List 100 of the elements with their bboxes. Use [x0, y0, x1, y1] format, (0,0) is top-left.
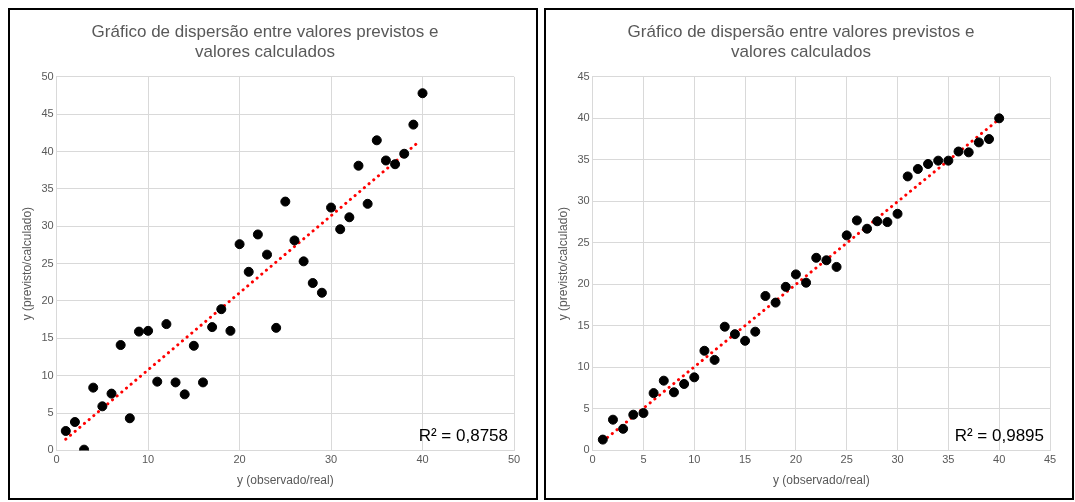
- point: [648, 388, 659, 399]
- y-tick-label: 5: [47, 406, 54, 419]
- annotation: R² = 0,8758: [418, 425, 508, 445]
- x-tick-label: 20: [789, 453, 803, 466]
- point: [923, 158, 934, 169]
- y-tick-label: 10: [577, 360, 590, 373]
- point: [390, 159, 401, 170]
- point: [699, 345, 710, 356]
- point: [152, 376, 163, 387]
- point: [225, 325, 236, 336]
- x-tick-label: 5: [640, 453, 647, 466]
- y-tick-label: 25: [577, 235, 590, 248]
- x-tick-label: 40: [993, 453, 1006, 466]
- point: [371, 135, 382, 146]
- point: [638, 408, 649, 419]
- point: [953, 146, 964, 157]
- x-tick-label: 30: [891, 453, 904, 466]
- point: [801, 277, 812, 288]
- point: [750, 326, 761, 337]
- point: [69, 417, 80, 428]
- x-tick-label: 45: [1043, 453, 1057, 466]
- point: [740, 335, 751, 346]
- point: [973, 137, 984, 148]
- point: [628, 409, 639, 420]
- x-tick-label: 20: [233, 453, 246, 466]
- point: [770, 297, 781, 308]
- point: [307, 278, 318, 289]
- point: [289, 235, 300, 246]
- y-tick-label: 0: [47, 443, 54, 456]
- y-axis-title: y (previsto/calculado): [555, 206, 570, 321]
- point: [912, 163, 923, 174]
- y-tick-label: 35: [41, 181, 54, 194]
- point: [97, 401, 108, 412]
- point: [252, 229, 263, 240]
- y-tick-label: 10: [41, 368, 54, 381]
- point: [729, 329, 740, 340]
- y-tick-label: 45: [41, 107, 54, 120]
- point: [60, 425, 71, 436]
- point: [353, 160, 364, 171]
- point: [408, 119, 419, 130]
- point: [362, 198, 373, 209]
- y-tick-label: 15: [41, 331, 54, 344]
- point: [179, 389, 190, 400]
- point: [709, 354, 720, 365]
- point: [133, 326, 144, 337]
- chart-title: Gráfico de dispersão entre valores previstos e valores calculados: [91, 21, 439, 62]
- point: [115, 340, 126, 351]
- point: [668, 387, 679, 398]
- point: [811, 252, 822, 263]
- point: [344, 212, 355, 223]
- y-axis-title: y (previsto/calculado): [19, 206, 34, 321]
- x-tick-label: 35: [942, 453, 955, 466]
- chart-title: Gráfico de dispersão entre valores previstos e valores calculados: [627, 21, 975, 62]
- point: [841, 230, 852, 241]
- y-tick-label: 15: [577, 318, 590, 331]
- y-tick-label: 45: [577, 69, 590, 82]
- y-tick-label: 25: [41, 256, 54, 269]
- point: [271, 322, 282, 333]
- annotation: R² = 0,9895: [954, 425, 1044, 445]
- point: [597, 434, 608, 445]
- x-axis-title: y (observado/real): [772, 473, 870, 488]
- point: [933, 155, 944, 166]
- point: [882, 217, 893, 228]
- point: [679, 378, 690, 389]
- point: [790, 269, 801, 280]
- y-tick-label: 35: [577, 152, 590, 165]
- point: [658, 375, 669, 386]
- y-tick-label: 5: [583, 401, 590, 414]
- point: [280, 196, 291, 207]
- y-tick-label: 40: [577, 111, 590, 124]
- y-tick-label: 20: [41, 293, 54, 306]
- point: [380, 155, 391, 166]
- point: [760, 290, 771, 301]
- point: [207, 322, 218, 333]
- x-tick-label: 15: [738, 453, 752, 466]
- point: [399, 148, 410, 159]
- x-axis-title: y (observado/real): [236, 473, 334, 488]
- point: [831, 261, 842, 272]
- point: [607, 414, 618, 425]
- x-tick-label: 30: [324, 453, 338, 466]
- x-tick-label: 10: [141, 453, 155, 466]
- point: [862, 223, 873, 234]
- y-tick-label: 30: [577, 194, 590, 207]
- point: [161, 319, 172, 330]
- point: [851, 215, 862, 226]
- point: [872, 216, 883, 227]
- point: [143, 325, 154, 336]
- point: [821, 255, 832, 266]
- point: [719, 321, 730, 332]
- point: [243, 266, 254, 277]
- point: [316, 287, 327, 298]
- point: [984, 134, 995, 145]
- y-tick-label: 0: [583, 443, 590, 456]
- point: [943, 155, 954, 166]
- x-tick-label: 25: [840, 453, 853, 466]
- x-tick-label: 40: [416, 453, 429, 466]
- point: [892, 208, 903, 219]
- point: [689, 372, 700, 383]
- y-tick-label: 20: [577, 277, 590, 290]
- point: [106, 388, 117, 399]
